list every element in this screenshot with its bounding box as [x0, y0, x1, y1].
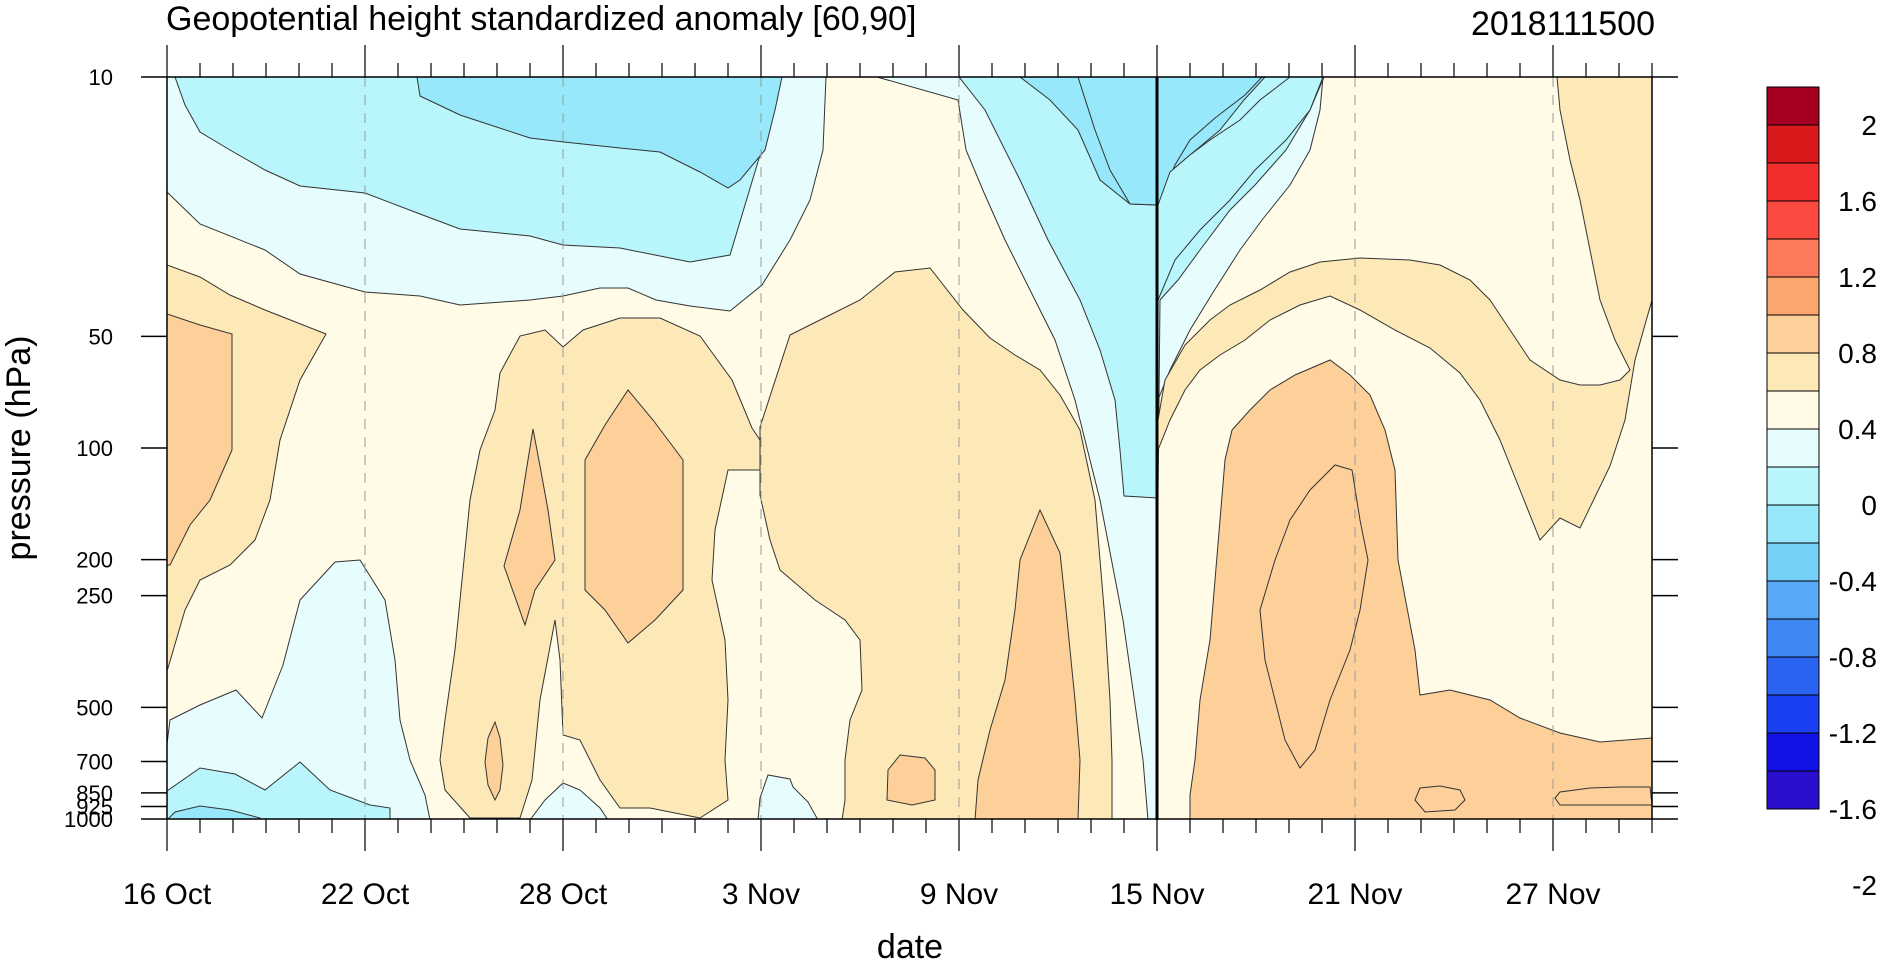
colorbar-label: 0.4 — [1838, 414, 1877, 445]
y-tick-label: 100 — [76, 436, 113, 461]
x-tick-label: 28 Oct — [519, 878, 608, 911]
contour-region-neg-0-8-center — [1077, 77, 1263, 206]
colorbar-swatch — [1766, 542, 1820, 582]
colorbar-swatch — [1766, 618, 1820, 658]
contour-region-pos-0-4-left — [167, 313, 233, 566]
colorbar-label: -0.8 — [1829, 642, 1877, 673]
chart-timestamp: 2018111500 — [1471, 5, 1655, 43]
colorbar-swatch — [1766, 276, 1820, 316]
y-tick-label: 850 — [76, 781, 113, 806]
colorbar-swatch — [1766, 124, 1820, 164]
contour-region-neg-0-2-pocket-3nov — [757, 774, 819, 819]
y-tick-label: 200 — [76, 548, 113, 573]
colorbar: 2 1.6 1.2 0.8 0.4 0 -0.4 -0.8 -1.2 -1.6 -2 — [1766, 86, 1877, 901]
contour-region-neg-0-2-lower-left — [167, 559, 431, 819]
y-tick-label: 1000 — [64, 807, 113, 832]
colorbar-swatch — [1766, 580, 1820, 620]
x-tick-label: 16 Oct — [123, 878, 212, 911]
contour-region-pos-0-4-central-a — [503, 428, 556, 627]
colorbar-label: 0.8 — [1838, 338, 1877, 369]
colorbar-swatch — [1766, 200, 1820, 240]
colorbar-label: -0.4 — [1829, 566, 1877, 597]
x-axis: 16 Oct 22 Oct 28 Oct 3 Nov 9 Nov 15 Nov 21 Nov… — [123, 45, 1653, 911]
colorbar-swatch — [1766, 162, 1820, 202]
x-tick-label: 3 Nov — [722, 878, 800, 911]
contour-region-pos-0-6-right — [1259, 464, 1369, 769]
colorbar-swatch — [1766, 352, 1820, 392]
x-tick-label: 27 Nov — [1505, 878, 1600, 911]
x-tick-label: 15 Nov — [1109, 878, 1204, 911]
colorbar-swatch — [1766, 770, 1820, 810]
colorbar-swatch — [1766, 314, 1820, 354]
y-tick-label: 500 — [76, 695, 113, 720]
y-tick-label: 50 — [89, 324, 113, 349]
colorbar-swatch — [1766, 238, 1820, 278]
x-tick-label: 22 Oct — [321, 878, 410, 911]
y-tick-label: 10 — [89, 65, 113, 90]
colorbar-swatch — [1766, 428, 1820, 468]
x-tick-label: 9 Nov — [920, 878, 998, 911]
contour-region-pos-0-4-right-center-b — [886, 754, 936, 806]
contour-region-pos-0-4-central-c — [484, 720, 504, 802]
contour-region-neg-0-6-upper-left — [416, 77, 783, 189]
colorbar-label: -2 — [1852, 870, 1877, 901]
colorbar-swatch — [1766, 86, 1820, 126]
y-tick-label: 250 — [76, 584, 113, 609]
contour-region-pos-0-6-right-pocket — [1414, 785, 1466, 813]
contour-region-neg-0-2-center — [876, 77, 1324, 819]
contour-region-neg-0-4-lower-left — [167, 761, 391, 819]
colorbar-swatch — [1766, 466, 1820, 506]
chart-title: Geopotential height standardized anomaly… — [166, 0, 916, 38]
colorbar-label: -1.2 — [1829, 718, 1877, 749]
grid-lines — [364, 77, 1554, 819]
contour-region-pos-0-4-central-b — [584, 389, 684, 644]
colorbar-label: 2 — [1861, 110, 1877, 141]
x-axis-title: date — [877, 928, 943, 963]
contour-region-neg-0-2-pocket-28oct — [530, 782, 608, 819]
contour-region-pos-0-6-right-pocket-2 — [1554, 786, 1652, 806]
contour-region-neg-0-4-center-core — [1157, 77, 1324, 301]
contour-region-neg-0-6-lower-left — [167, 805, 261, 819]
colorbar-label: -1.6 — [1829, 794, 1877, 825]
colorbar-label: 1.2 — [1838, 262, 1877, 293]
colorbar-label: 0 — [1861, 490, 1877, 521]
colorbar-swatch — [1766, 390, 1820, 430]
colorbar-label: 1.6 — [1838, 186, 1877, 217]
colorbar-swatch — [1766, 694, 1820, 734]
contour-region-pos-0-2-right — [1157, 77, 1652, 819]
colorbar-swatch — [1766, 504, 1820, 544]
contour-region-pos-0-4-right-center-a — [974, 508, 1081, 819]
colorbar-swatch — [1766, 656, 1820, 696]
y-axis-title: pressure (hPa) — [0, 336, 38, 561]
contour-field — [167, 77, 1652, 819]
x-tick-label: 21 Nov — [1307, 878, 1402, 911]
y-tick-label: 700 — [76, 750, 113, 775]
colorbar-swatch — [1766, 732, 1820, 772]
y-tick-label: 925 — [76, 794, 113, 819]
